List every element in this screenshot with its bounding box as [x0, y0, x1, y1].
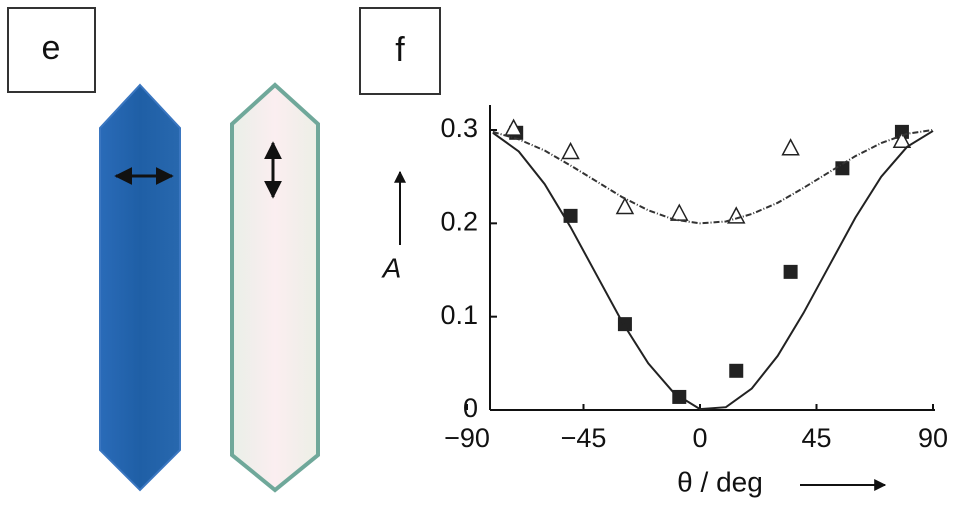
panel-box — [7, 7, 96, 93]
x-tick-label: −45 — [561, 423, 607, 453]
x-axis-label: θ / deg — [677, 466, 763, 497]
x-tick-label: 90 — [918, 423, 948, 453]
square-point — [835, 161, 850, 176]
triangle-point — [781, 138, 800, 156]
y-tick-label: 0 — [463, 393, 478, 423]
y-tick-label: 0.1 — [440, 300, 478, 330]
crystal-pale — [230, 82, 320, 493]
crystal-blue — [99, 83, 181, 492]
x-tick-label: 45 — [801, 423, 831, 453]
panel-box — [359, 7, 441, 95]
triangle-point — [670, 203, 689, 221]
fit-curve — [492, 130, 934, 411]
panel-label: e — [42, 29, 61, 67]
square-point — [729, 363, 744, 378]
y-axis-label: A — [381, 252, 402, 283]
triangle-point — [504, 118, 523, 136]
triangle-point — [726, 206, 746, 224]
y-tick-label: 0.2 — [440, 206, 478, 236]
triangle-point — [561, 141, 580, 160]
triangle-point — [892, 130, 912, 149]
y-tick-label: 0.3 — [440, 113, 478, 143]
panel-label: f — [395, 31, 405, 69]
x-tick-label: 0 — [692, 423, 707, 453]
fit-curve — [492, 129, 934, 225]
x-tick-label: −90 — [444, 423, 490, 453]
square-point — [783, 264, 798, 279]
triangle-point — [615, 196, 635, 215]
